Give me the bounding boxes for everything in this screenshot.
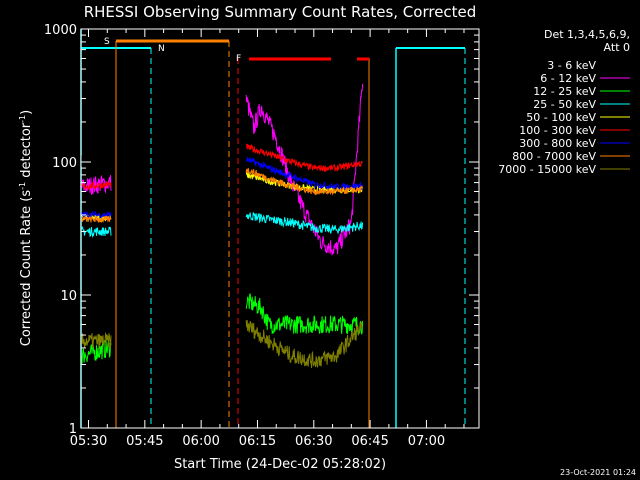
series-7-segment-1: [80, 215, 112, 224]
chart-title: RHESSI Observing Summary Count Rates, Co…: [84, 3, 477, 21]
y-axis-ticks: 1 10 100 1000: [44, 23, 479, 437]
y-label-end: ): [19, 110, 34, 115]
x-tick-label-06:15: 06:15: [239, 434, 276, 449]
series-6-segment-1: [80, 210, 112, 221]
legend-label-3: 25 - 50 keV: [533, 98, 596, 111]
legend-header-attenuator: Att 0: [604, 41, 630, 54]
series-6-segment-2: [246, 156, 364, 191]
x-tick-label-07:00: 07:00: [408, 434, 445, 449]
x-axis-ticks: 05:30 05:45 06:00 06:15 06:30 06:45 07:00: [70, 29, 465, 449]
legend-label-2: 12 - 25 keV: [533, 85, 596, 98]
series-3-segment-2: [245, 212, 364, 234]
legend-label-4: 50 - 100 keV: [526, 111, 596, 124]
x-tick-label-06:00: 06:00: [182, 434, 219, 449]
series-2-segment-2: [245, 293, 364, 336]
y-tick-label-100: 100: [52, 156, 77, 171]
legend-label-5: 100 - 300 keV: [519, 124, 596, 137]
y-label-sup2: -1: [18, 115, 27, 123]
series-2-segment-1: [80, 340, 112, 364]
series-8-segment-1: [80, 331, 112, 350]
series-7-segment-2: [245, 167, 364, 196]
saa-label: S: [104, 37, 110, 47]
x-axis-label: Start Time (24-Dec-02 05:28:02): [174, 457, 386, 472]
night-label: N: [158, 44, 165, 54]
y-label-main: Corrected Count Rate (s: [19, 190, 34, 347]
chart-marks: S N F: [80, 29, 466, 428]
legend-label-1: 6 - 12 keV: [540, 72, 596, 85]
legend-label-7: 800 - 7000 keV: [512, 150, 596, 163]
y-tick-label-1: 1: [69, 422, 77, 437]
series-5-segment-2: [245, 143, 363, 173]
x-tick-label-06:30: 06:30: [295, 434, 332, 449]
y-label-sup1: -1: [18, 182, 27, 190]
flare-label: F: [236, 54, 241, 64]
y-label-mid: detector: [19, 122, 34, 182]
y-tick-label-10: 10: [60, 289, 77, 304]
legend-header-detectors: Det 1,3,4,5,6,9,: [544, 28, 630, 41]
y-tick-label-1000: 1000: [44, 23, 77, 38]
x-tick-label-06:45: 06:45: [351, 434, 388, 449]
x-tick-label-05:45: 05:45: [126, 434, 163, 449]
footer-date: 23-Oct-2021 01:24: [560, 468, 636, 477]
legend-label-8: 7000 - 15000 keV: [498, 163, 596, 176]
series-8-segment-2: [245, 320, 363, 369]
legend-label-0: 3 - 6 keV: [547, 59, 596, 72]
series-5-segment-1: [80, 180, 112, 191]
x-tick-label-05:30: 05:30: [70, 434, 107, 449]
plot-frame: [80, 28, 480, 429]
y-axis-label: Corrected Count Rate (s-1 detector-1): [18, 110, 34, 346]
legend-label-6: 300 - 800 keV: [519, 137, 596, 150]
series-0-segment-1: [80, 154, 112, 171]
